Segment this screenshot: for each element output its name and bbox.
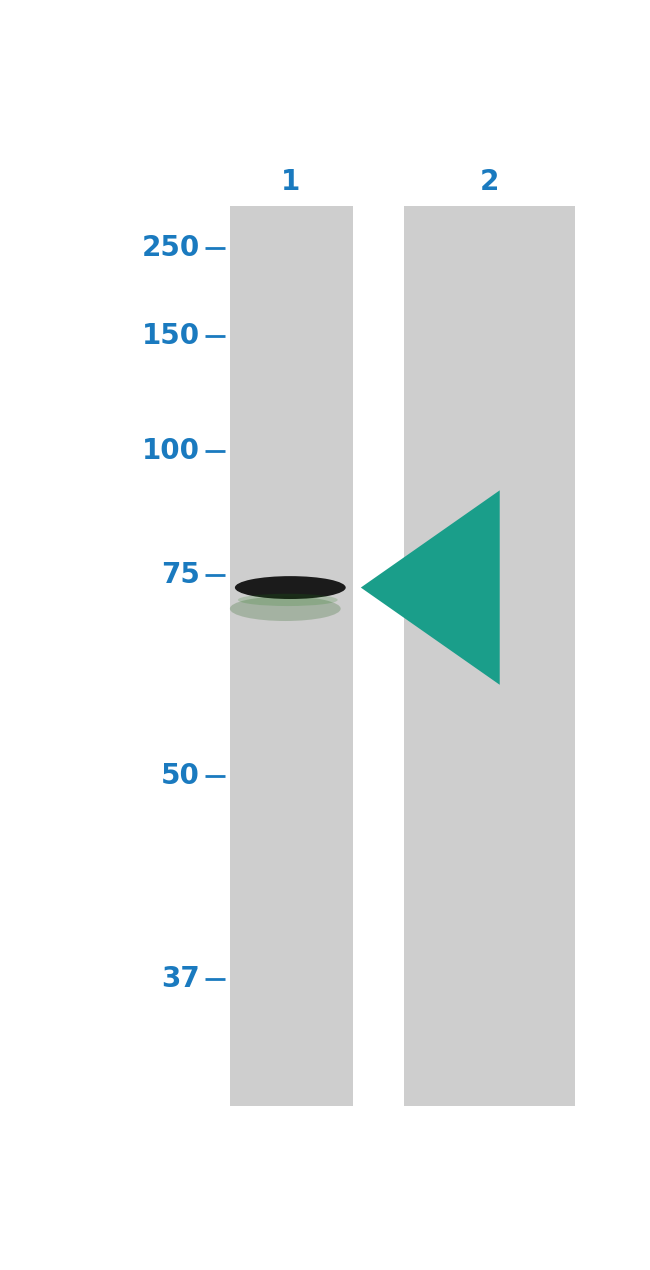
Ellipse shape xyxy=(235,577,346,599)
Bar xyxy=(404,206,575,1106)
Ellipse shape xyxy=(238,594,337,606)
Text: 2: 2 xyxy=(480,168,499,196)
Text: 50: 50 xyxy=(161,762,200,790)
Text: 1: 1 xyxy=(281,168,300,196)
Text: 37: 37 xyxy=(161,965,200,993)
Text: 75: 75 xyxy=(161,561,200,589)
Text: 100: 100 xyxy=(142,437,200,465)
Text: 150: 150 xyxy=(142,323,200,351)
Ellipse shape xyxy=(230,597,341,621)
Bar xyxy=(230,206,354,1106)
Text: 250: 250 xyxy=(142,234,200,262)
